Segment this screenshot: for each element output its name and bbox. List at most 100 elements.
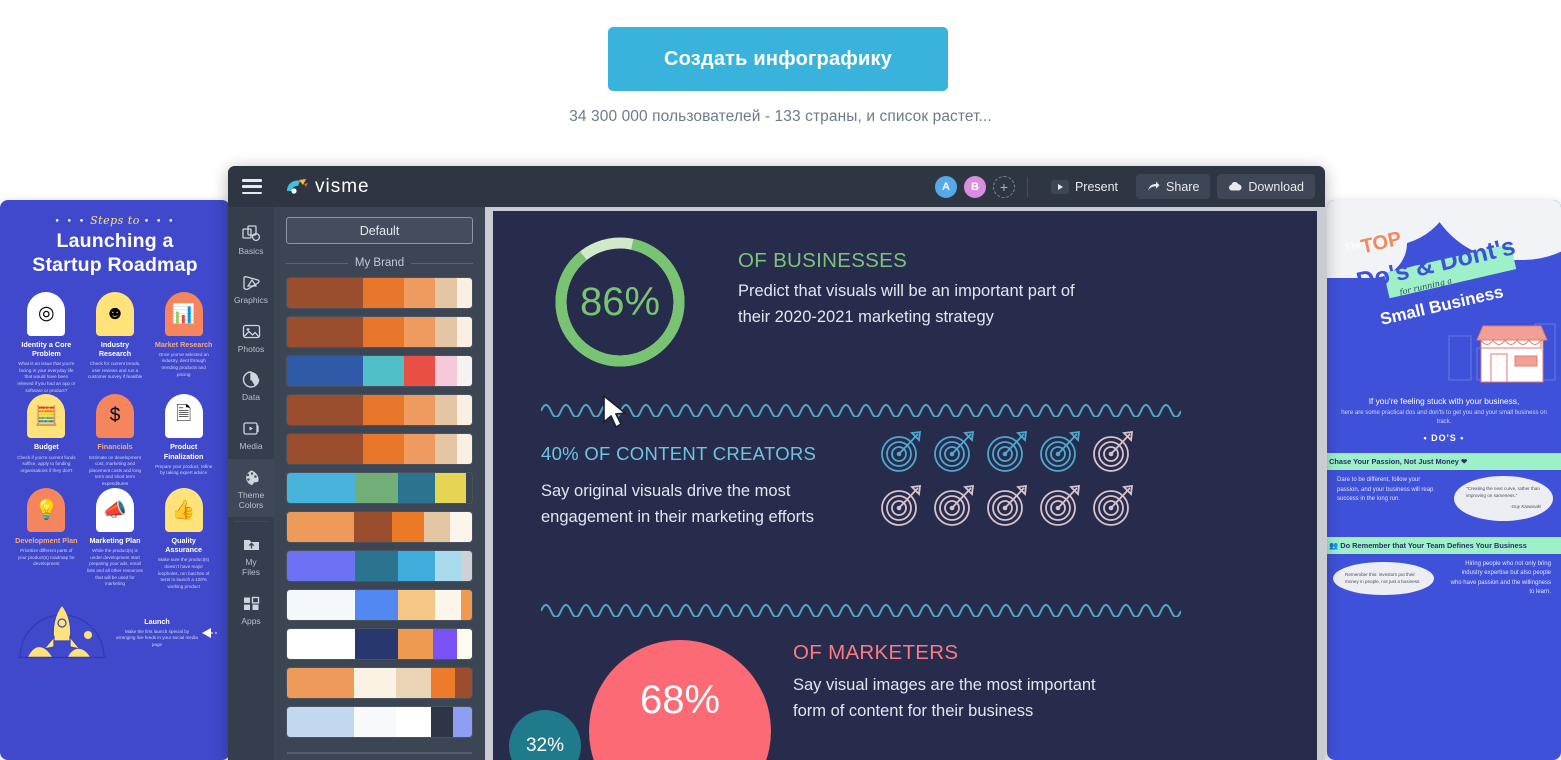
swatch-color xyxy=(353,668,397,698)
lightbulb-icon: 💡 xyxy=(27,487,66,532)
palette-swatch[interactable] xyxy=(287,395,472,425)
palette-swatch[interactable] xyxy=(287,278,472,308)
dos-heading: • DO'S • xyxy=(1423,433,1465,443)
swatch-color xyxy=(434,590,461,620)
hamburger-icon[interactable] xyxy=(242,179,262,194)
target-dart-icon xyxy=(984,483,1030,534)
add-collaborator-button[interactable]: + xyxy=(992,175,1015,198)
cloud-download-icon xyxy=(1228,181,1242,192)
media-icon xyxy=(228,418,274,439)
sidebar-item-theme-colors[interactable]: Theme Colors xyxy=(228,458,274,518)
infographic-card-startup-roadmap[interactable]: • • • Steps to • • • Launching a Startup… xyxy=(0,200,230,760)
wave-divider-1 xyxy=(540,399,1182,418)
sidebar-item-graphics[interactable]: Graphics xyxy=(228,264,274,313)
palette-swatch[interactable] xyxy=(287,551,472,581)
top-bar-actions: A B + Present Share xyxy=(934,174,1315,199)
palette-swatch[interactable] xyxy=(287,707,472,737)
palette-swatch[interactable] xyxy=(287,434,472,464)
sidebar-item-my-files[interactable]: My Files xyxy=(228,526,274,585)
swatch-color xyxy=(403,317,435,347)
slide-infographic[interactable]: 86% OF BUSINESSES Predict that visuals w… xyxy=(493,211,1317,760)
ribbon-team-defines: 👥 Do Remember that Your Team Defines You… xyxy=(1327,536,1561,554)
roadmap-step[interactable]: 👍 Quality Assurance Make sure the product(… xyxy=(149,487,218,591)
infographic-card-dos-donts[interactable]: The TOP Do's & Dont's for running a Smal… xyxy=(1327,200,1561,760)
roadmap-row: ◎ Identity a Core Problem What is an issue… xyxy=(12,291,218,395)
create-infographic-button[interactable]: Создать инфографику xyxy=(608,27,948,91)
palette-tab-default[interactable]: Default xyxy=(286,217,473,244)
step-title: Financials xyxy=(97,442,133,452)
palette-swatch[interactable] xyxy=(287,668,472,698)
step-title: Marketing Plan xyxy=(89,535,141,545)
sidebar-item-label: My Files xyxy=(242,557,260,578)
collaborator-avatar-a[interactable]: A xyxy=(934,175,957,198)
step-title: Identity a Core Problem xyxy=(21,339,72,358)
share-button[interactable]: Share xyxy=(1136,174,1211,199)
swatch-color xyxy=(457,629,472,659)
bar-chart-up-icon: 📊 xyxy=(164,291,203,336)
present-button[interactable]: Present xyxy=(1040,174,1129,199)
ribbon-chase-passion: Chase Your Passion, Not Just Money ❤ xyxy=(1327,453,1561,470)
rule-left xyxy=(286,262,348,264)
visme-logo[interactable]: visme xyxy=(286,176,370,198)
target-dart-icon xyxy=(1090,429,1136,480)
sidebar-item-apps[interactable]: Apps xyxy=(228,585,274,634)
palette-swatch-list xyxy=(274,278,485,737)
roadmap-row: 💡 Development Plan Prioritize different pa… xyxy=(12,487,218,591)
sidebar-item-label: Basics xyxy=(238,246,264,256)
step-desc: Once you've selected an industry, dent t… xyxy=(158,351,209,377)
right-card-intro: If you're feeling stuck with your busine… xyxy=(1327,390,1561,427)
step-title: Budget xyxy=(33,442,59,452)
donut-chart-86: 86% xyxy=(551,233,689,371)
roadmap-step[interactable]: ☻ Industry Research Check for current tren… xyxy=(81,291,150,395)
editor-sidebar: Basics Graphics Photos Data Media Theme Colors… xyxy=(228,207,274,760)
roadmap-steps-grid: ◎ Identity a Core Problem What is an issue… xyxy=(12,291,218,591)
roadmap-step[interactable]: 🗎 Product Finalization Prepare your produc… xyxy=(149,394,218,488)
roadmap-step[interactable]: ◎ Identity a Core Problem What is an issue… xyxy=(12,291,81,395)
palette-swatch[interactable] xyxy=(287,512,472,542)
target-icon: ◎ xyxy=(27,291,66,336)
target-dart-icon xyxy=(1037,429,1083,480)
sidebar-item-basics[interactable]: Basics xyxy=(228,215,274,264)
sidebar-item-media[interactable]: Media xyxy=(228,410,274,459)
palette-icon xyxy=(228,467,274,488)
section-1-attribution: -Guy Kawasaki xyxy=(1510,503,1541,509)
arrow-left-icon xyxy=(202,627,218,638)
section-1-row: Dare to be different, follow your passio… xyxy=(1327,470,1561,527)
megaphone-icon: 📣 xyxy=(96,487,134,532)
sidebar-item-data[interactable]: Data xyxy=(228,361,274,410)
swatch-color xyxy=(457,317,472,347)
my-brand-label: My Brand xyxy=(354,257,405,269)
rule-right xyxy=(411,262,473,264)
step-desc: While the product(s) is under developmen… xyxy=(87,548,143,587)
target-dart-icon xyxy=(984,429,1030,480)
swatch-color xyxy=(434,434,458,464)
roadmap-step[interactable]: 📣 Marketing Plan While the product(s) is u… xyxy=(81,487,150,591)
swatch-color xyxy=(287,668,354,698)
palette-swatch[interactable] xyxy=(287,629,472,659)
share-arrow-icon xyxy=(1147,181,1160,193)
swatch-color xyxy=(403,395,435,425)
sidebar-item-photos[interactable]: Photos xyxy=(228,313,274,362)
swatch-color xyxy=(355,473,398,503)
roadmap-step[interactable]: 📊 Market Research Once you've selected an … xyxy=(149,291,218,395)
download-button[interactable]: Download xyxy=(1217,174,1315,199)
swatch-color xyxy=(466,473,472,503)
swatch-color xyxy=(396,707,432,737)
swatch-color xyxy=(433,629,458,659)
roadmap-step[interactable]: 🧮 Budget Check if you're current funds suf… xyxy=(12,394,81,488)
roadmap-step[interactable]: $ Financials Estimate on development cost,… xyxy=(81,394,150,488)
editor-canvas-area[interactable]: 86% OF BUSINESSES Predict that visuals w… xyxy=(485,207,1325,760)
palette-swatch[interactable] xyxy=(287,356,472,386)
visme-mark-icon xyxy=(286,179,308,194)
palette-swatch[interactable] xyxy=(287,317,472,347)
roadmap-row: 🧮 Budget Check if you're current funds suf… xyxy=(12,394,218,488)
palette-swatch[interactable] xyxy=(287,590,472,620)
roadmap-step[interactable]: 💡 Development Plan Prioritize different pa… xyxy=(12,487,81,591)
divider xyxy=(1026,176,1028,197)
swatch-color xyxy=(362,395,404,425)
palette-swatch[interactable] xyxy=(287,473,472,503)
collaborator-avatar-b[interactable]: B xyxy=(963,175,986,198)
sidebar-item-label: Photos xyxy=(237,343,265,354)
swatch-color xyxy=(287,395,363,425)
